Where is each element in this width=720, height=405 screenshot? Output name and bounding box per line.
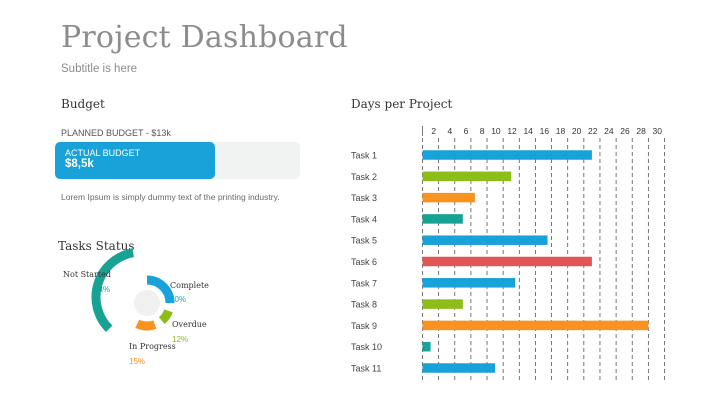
bar-6 — [422, 256, 592, 267]
category-label: Task 6 — [351, 257, 377, 267]
x-tick-label: 8 — [480, 126, 485, 136]
x-tick-label: 12 — [507, 126, 517, 136]
category-label: Task 1 — [351, 151, 377, 161]
bar-1 — [422, 150, 592, 160]
x-tick-label: 30 — [653, 126, 663, 136]
chart-title: Days per Project — [351, 97, 453, 111]
bar-3 — [422, 192, 475, 203]
bar-10 — [422, 341, 431, 352]
percent-in-progress: 15% — [129, 357, 146, 366]
category-label: Task 9 — [351, 321, 377, 331]
label-overdue: Overdue — [172, 320, 207, 329]
planned-budget-label: PLANNED BUDGET - $13k — [61, 128, 171, 138]
label-complete: Complete — [170, 281, 209, 290]
bar-8 — [422, 299, 463, 309]
page-subtitle: Subtitle is here — [61, 63, 138, 75]
bar-5 — [422, 235, 548, 245]
bar-2 — [422, 171, 512, 182]
actual-budget-label: ACTUAL BUDGET — [65, 148, 141, 158]
percent-not-started: 44% — [94, 285, 111, 294]
x-tick-label: 22 — [588, 126, 598, 136]
category-label: Task 3 — [351, 193, 377, 203]
x-tick-label: 14 — [523, 126, 533, 136]
label-not-started: Not Started — [63, 270, 111, 279]
budget-progress-fill: ACTUAL BUDGET $8,5k — [55, 142, 216, 179]
x-tick-label: 10 — [491, 126, 501, 136]
bar-7 — [422, 278, 516, 288]
label-in-progress: In Progress — [129, 342, 176, 351]
actual-budget-value: $8,5k — [65, 158, 94, 170]
budget-progress-track: ACTUAL BUDGET $8,5k — [55, 142, 300, 179]
x-tick-label: 24 — [604, 126, 614, 136]
bar-4 — [422, 214, 463, 224]
category-label: Task 5 — [351, 236, 377, 246]
category-label: Task 8 — [351, 300, 377, 310]
budget-note: Lorem Ipsum is simply dummy text of the … — [61, 192, 280, 202]
budget-heading: Budget — [61, 97, 105, 111]
x-tick-label: 20 — [572, 126, 582, 136]
x-tick-label: 2 — [431, 126, 436, 136]
category-label: Task 10 — [351, 342, 382, 352]
category-label: Task 2 — [351, 172, 377, 182]
x-tick-label: 16 — [540, 126, 550, 136]
x-tick-label: 26 — [620, 126, 630, 136]
percent-complete: 30% — [170, 295, 187, 304]
page-title: Project Dashboard — [61, 20, 348, 55]
category-label: Task 7 — [351, 278, 377, 288]
x-tick-label: 6 — [464, 126, 469, 136]
category-label: Task 4 — [351, 214, 377, 224]
x-tick-label: 28 — [636, 126, 646, 136]
bar-9 — [422, 320, 649, 331]
category-label: Task 11 — [351, 364, 381, 374]
x-tick-label: 4 — [448, 126, 453, 136]
x-tick-label: 18 — [556, 126, 566, 136]
bar-11 — [422, 363, 496, 373]
percent-overdue: 12% — [172, 335, 189, 344]
